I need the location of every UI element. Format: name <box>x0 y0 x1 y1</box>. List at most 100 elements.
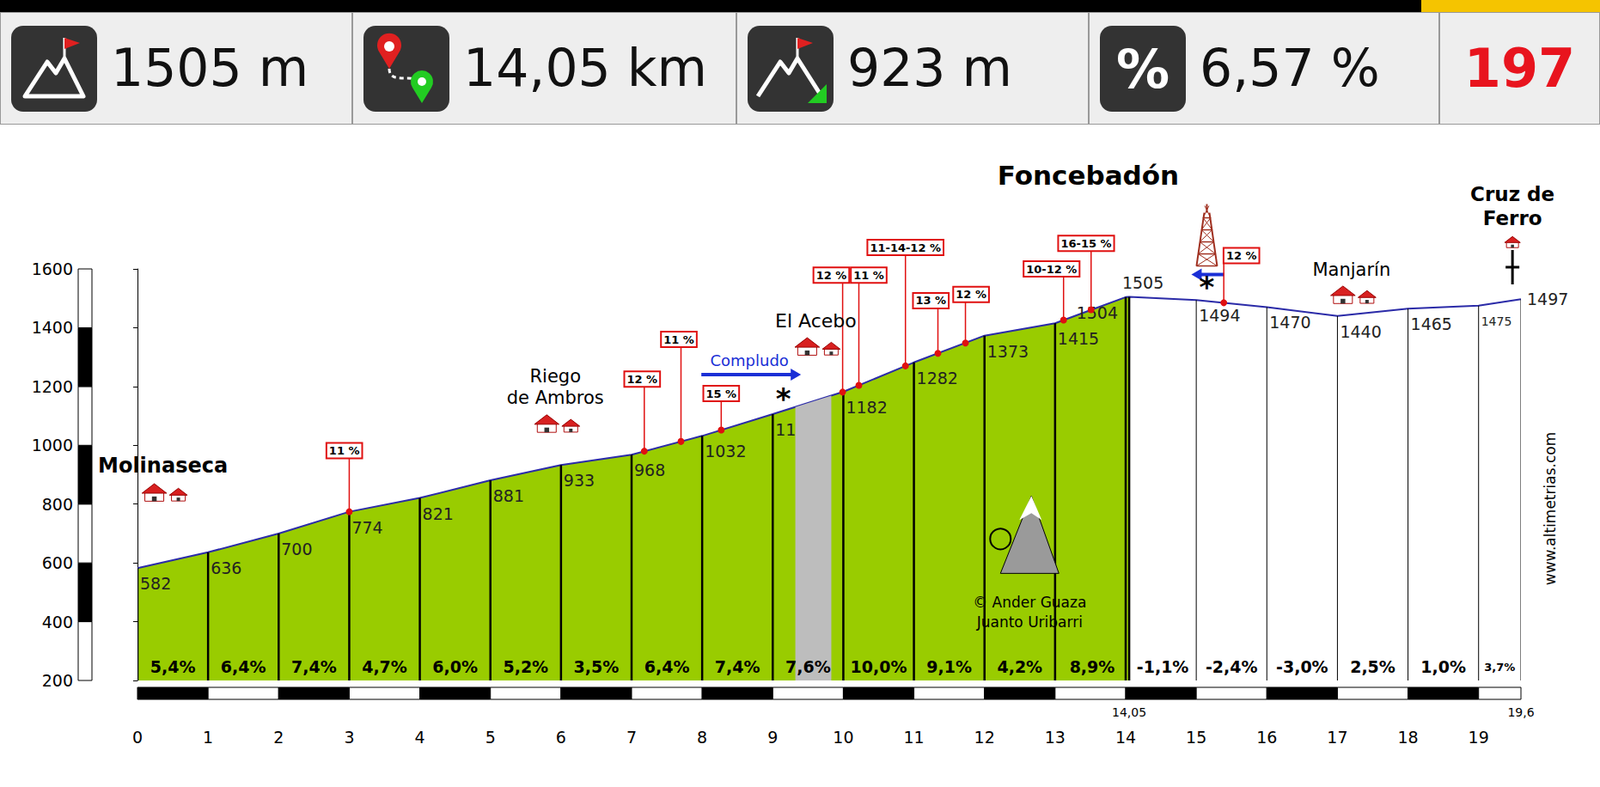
svg-text:11 %: 11 % <box>853 268 885 282</box>
svg-text:8,9%: 8,9% <box>1069 657 1116 677</box>
svg-text:13 %: 13 % <box>915 293 947 307</box>
svg-text:Ferro: Ferro <box>1483 207 1543 230</box>
svg-text:Cruz de: Cruz de <box>1470 183 1555 206</box>
html-text:1505 m: 1505 m <box>110 37 309 98</box>
svg-text:6,0%: 6,0% <box>432 657 478 677</box>
svg-text:2: 2 <box>273 727 284 747</box>
svg-text:0: 0 <box>132 727 143 747</box>
svg-text:968: 968 <box>634 460 666 480</box>
svg-text:11 %: 11 % <box>329 444 361 458</box>
svg-text:700: 700 <box>280 539 312 559</box>
svg-text:16: 16 <box>1256 727 1277 747</box>
svg-text:%: % <box>1116 37 1170 101</box>
svg-text:10,0%: 10,0% <box>850 657 908 677</box>
svg-text:1000: 1000 <box>31 435 74 455</box>
svg-text:5,4%: 5,4% <box>150 657 196 677</box>
svg-text:933: 933 <box>563 470 595 490</box>
svg-text:400: 400 <box>42 612 74 632</box>
svg-text:4,7%: 4,7% <box>361 657 408 677</box>
svg-text:4: 4 <box>415 727 426 747</box>
svg-text:1,0%: 1,0% <box>1420 657 1466 677</box>
svg-text:12 %: 12 % <box>626 372 658 386</box>
svg-text:1505: 1505 <box>1122 273 1164 293</box>
svg-text:19: 19 <box>1468 727 1490 747</box>
svg-text:10: 10 <box>832 727 854 747</box>
svg-text:11-14-12 %: 11-14-12 % <box>869 241 941 255</box>
svg-text:7: 7 <box>626 727 637 747</box>
svg-text:10-12 %: 10-12 % <box>1025 262 1077 276</box>
svg-text:15: 15 <box>1185 727 1207 747</box>
svg-text:800: 800 <box>42 494 74 514</box>
svg-text:11: 11 <box>903 727 924 747</box>
svg-text:1182: 1182 <box>845 397 887 417</box>
svg-text:15 %: 15 % <box>705 387 737 401</box>
svg-text:7,6%: 7,6% <box>785 657 831 677</box>
svg-text:-3,0%: -3,0% <box>1276 657 1329 677</box>
svg-text:1470: 1470 <box>1269 312 1311 332</box>
svg-text:1497: 1497 <box>1526 289 1569 309</box>
svg-text:1400: 1400 <box>31 317 74 337</box>
svg-text:9,1%: 9,1% <box>926 657 972 677</box>
svg-text:1465: 1465 <box>1410 314 1453 334</box>
svg-text:17: 17 <box>1326 727 1348 747</box>
svg-text:881: 881 <box>493 486 525 506</box>
svg-text:1373: 1373 <box>987 341 1029 361</box>
svg-text:Compludo: Compludo <box>709 351 788 370</box>
svg-text:1475: 1475 <box>1481 314 1513 329</box>
svg-text:6: 6 <box>555 727 567 747</box>
svg-text:*: * <box>1199 269 1216 305</box>
svg-text:12 %: 12 % <box>955 287 987 301</box>
svg-text:1: 1 <box>202 727 214 747</box>
svg-text:200: 200 <box>42 671 74 691</box>
svg-text:11 %: 11 % <box>663 333 695 347</box>
svg-text:1415: 1415 <box>1057 329 1100 349</box>
svg-text:7,4%: 7,4% <box>291 657 337 677</box>
svg-text:3,7%: 3,7% <box>1483 660 1515 674</box>
svg-text:12: 12 <box>974 727 996 747</box>
svg-text:Manjarín: Manjarín <box>1312 259 1391 281</box>
svg-text:636: 636 <box>210 558 242 578</box>
svg-text:19,6: 19,6 <box>1507 705 1534 720</box>
svg-text:1032: 1032 <box>704 441 746 461</box>
svg-text:6,4%: 6,4% <box>220 657 267 677</box>
svg-text:1494: 1494 <box>1198 305 1240 325</box>
svg-text:Juanto Uribarri: Juanto Uribarri <box>976 613 1083 631</box>
svg-text:1200: 1200 <box>31 377 74 397</box>
svg-text:3,5%: 3,5% <box>574 657 620 677</box>
svg-text:4,2%: 4,2% <box>996 657 1043 677</box>
svg-text:16-15 %: 16-15 % <box>1060 237 1112 251</box>
svg-text:1504: 1504 <box>1076 303 1118 323</box>
svg-text:© Ander Guaza: © Ander Guaza <box>972 593 1087 611</box>
svg-text:8: 8 <box>696 727 708 747</box>
svg-text:-2,4%: -2,4% <box>1205 657 1259 677</box>
svg-text:774: 774 <box>351 518 383 538</box>
svg-text:-1,1%: -1,1% <box>1136 657 1190 677</box>
svg-text:6,4%: 6,4% <box>644 657 691 677</box>
svg-text:El Acebo: El Acebo <box>775 310 857 332</box>
svg-text:1600: 1600 <box>31 259 74 279</box>
svg-text:Molinaseca: Molinaseca <box>97 453 228 478</box>
svg-text:1282: 1282 <box>916 368 959 388</box>
svg-text:de Ambros: de Ambros <box>506 387 605 409</box>
svg-text:1440: 1440 <box>1339 322 1381 342</box>
svg-text:14: 14 <box>1115 727 1136 747</box>
svg-text:14,05: 14,05 <box>1111 705 1147 720</box>
svg-text:5: 5 <box>485 727 496 747</box>
svg-text:Riego: Riego <box>530 366 582 387</box>
svg-text:5,2%: 5,2% <box>502 657 549 677</box>
svg-text:*: * <box>775 381 792 416</box>
svg-text:18: 18 <box>1397 727 1418 747</box>
svg-text:12 %: 12 % <box>1226 249 1258 263</box>
svg-text:3: 3 <box>343 727 355 747</box>
svg-text:Foncebadón: Foncebadón <box>997 159 1179 191</box>
svg-text:9: 9 <box>767 727 778 747</box>
svg-text:600: 600 <box>42 553 74 573</box>
svg-text:821: 821 <box>422 504 454 524</box>
svg-text:12 %: 12 % <box>816 268 848 282</box>
svg-text:7,4%: 7,4% <box>714 657 761 677</box>
html-text:197: 197 <box>1464 36 1576 100</box>
svg-text:www.altimetrias.com: www.altimetrias.com <box>1541 432 1559 586</box>
svg-text:13: 13 <box>1044 727 1066 747</box>
svg-text:2,5%: 2,5% <box>1349 657 1396 677</box>
svg-text:582: 582 <box>140 574 171 593</box>
